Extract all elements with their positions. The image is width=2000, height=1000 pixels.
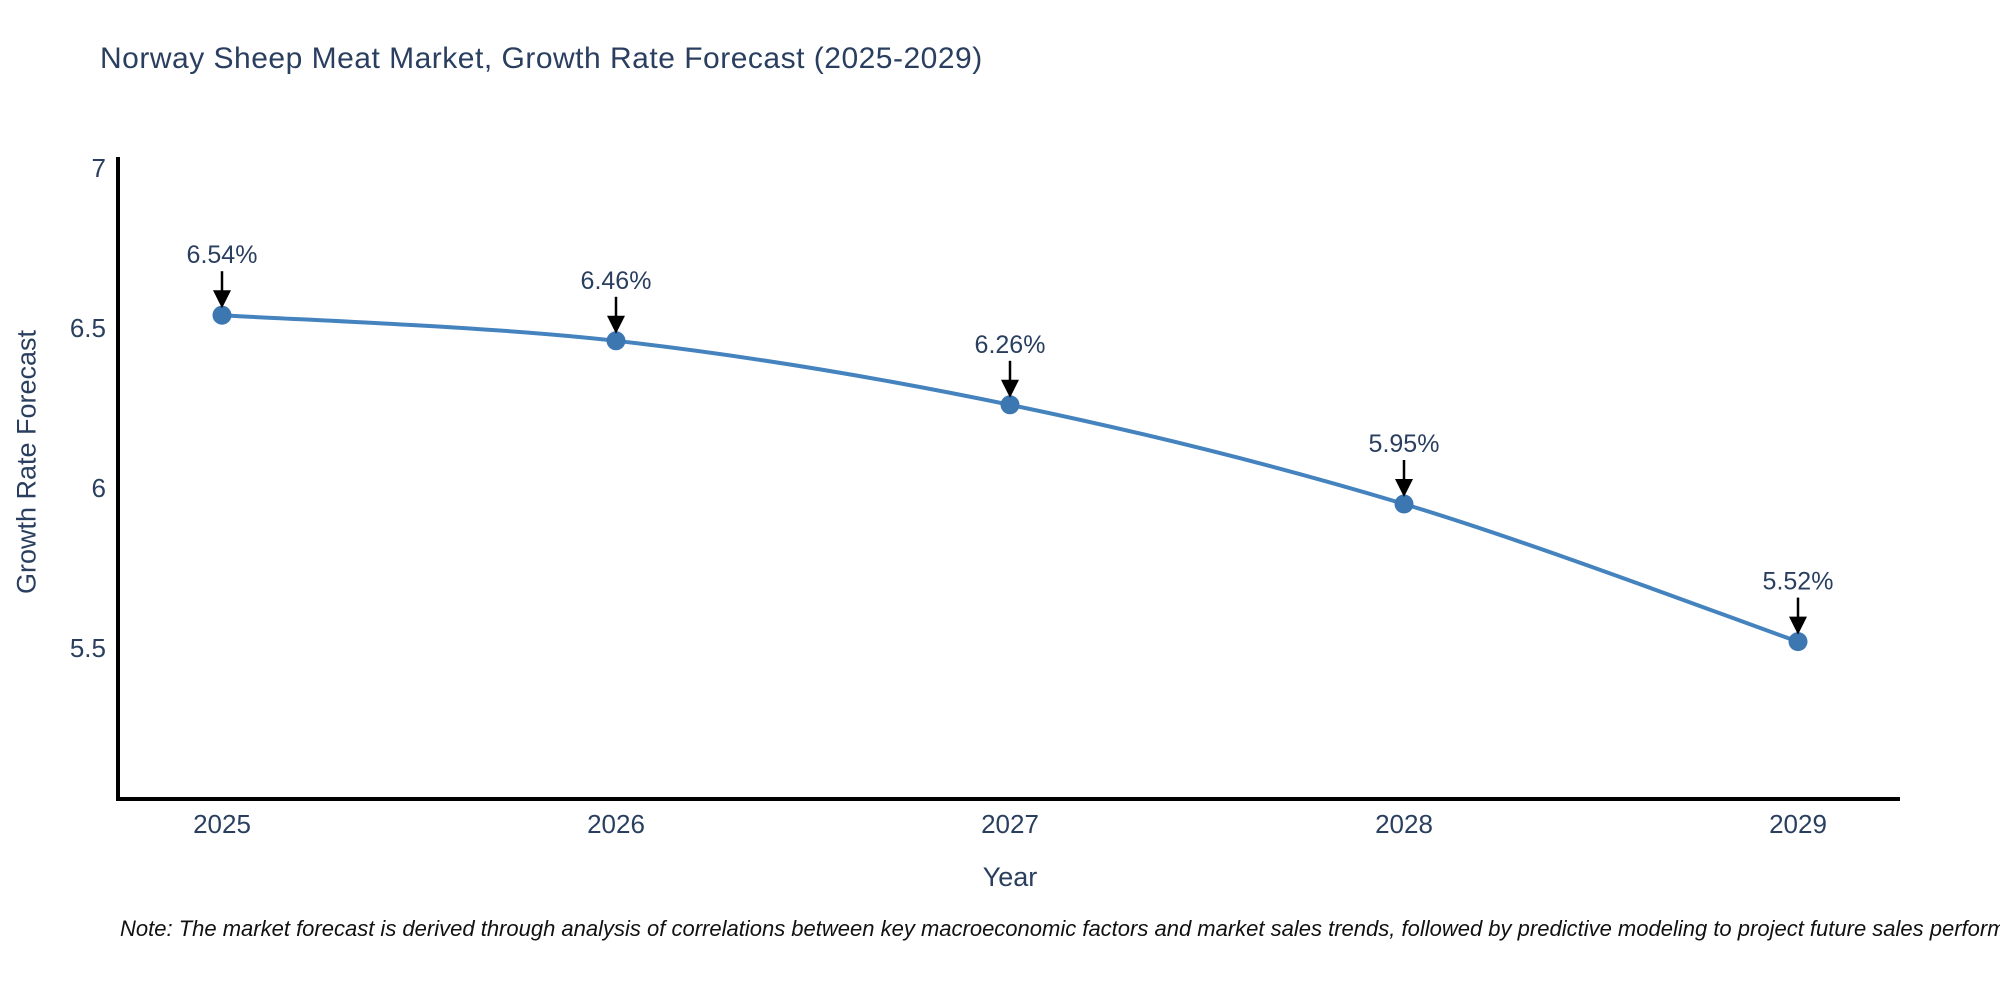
y-tick-label: 6.5 [70,313,106,343]
data-point-marker[interactable] [1000,395,1020,415]
x-tick-label: 2026 [587,809,645,839]
chart-title: Norway Sheep Meat Market, Growth Rate Fo… [100,42,983,75]
x-tick-label: 2028 [1375,809,1433,839]
annotation-arrowhead-icon [1001,379,1019,398]
x-tick-label: 2025 [193,809,251,839]
footnote: Note: The market forecast is derived thr… [120,916,2000,941]
annotation-arrowhead-icon [1395,479,1413,497]
y-tick-label: 5.5 [70,633,106,663]
y-tick-label: 7 [92,153,106,183]
annotation-arrowhead-icon [607,315,625,334]
x-tick-label: 2027 [981,809,1039,839]
data-point-marker[interactable] [1394,494,1414,514]
x-axis-title: Year [982,862,1038,892]
x-tick-label: 2029 [1769,809,1827,839]
data-point-marker[interactable] [606,331,626,351]
annotation-label: 5.52% [1763,568,1834,596]
annotation-label: 6.54% [187,241,258,269]
data-point-marker[interactable] [1788,632,1808,652]
annotation-arrowhead-icon [1789,616,1807,635]
annotation-label: 6.46% [581,267,652,295]
annotation-arrowhead-icon [213,290,231,309]
annotation-label: 6.26% [975,331,1046,359]
annotation-label: 5.95% [1369,430,1440,458]
data-point-marker[interactable] [212,305,232,325]
y-tick-label: 6 [92,473,106,503]
